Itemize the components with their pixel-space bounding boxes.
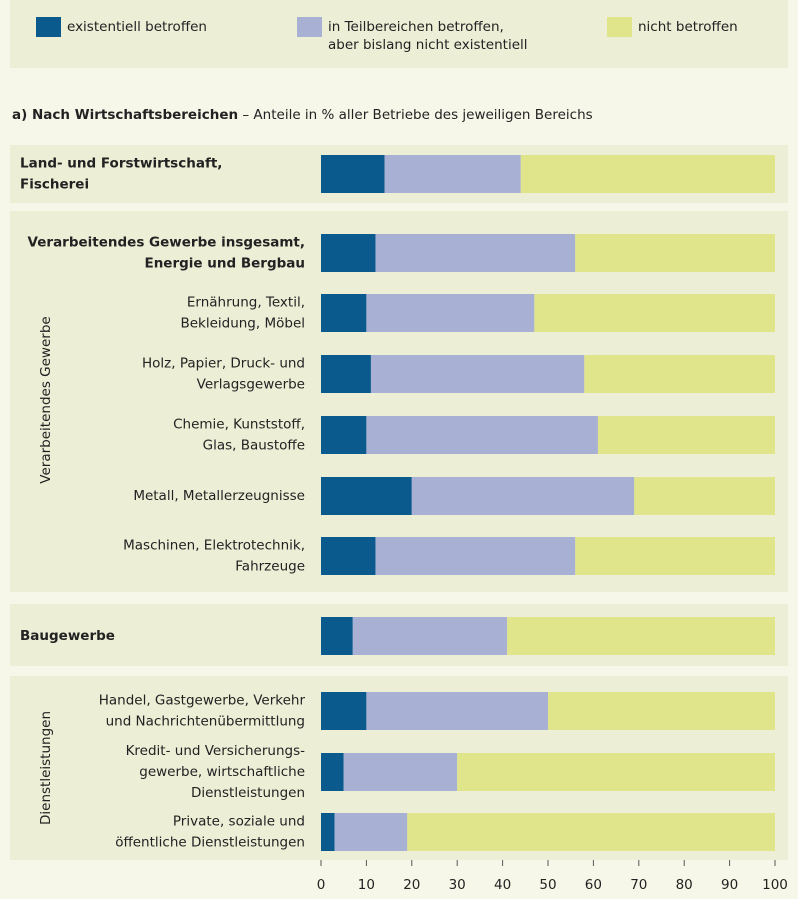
legend-swatch	[297, 17, 322, 37]
category-label: Private, soziale und öffentliche Dienstle…	[115, 814, 305, 851]
x-tick-label: 10	[358, 877, 375, 893]
category-label: Land- und Forstwirtschaft, Fischerei	[20, 156, 222, 193]
bar-segment	[321, 294, 367, 332]
category-label: Ernährung, Textil, Bekleidung, Möbel	[180, 295, 305, 332]
x-tick-label: 50	[539, 877, 556, 893]
bar-segment	[375, 537, 576, 575]
bar-segment	[407, 813, 775, 851]
bar-segment	[597, 416, 775, 454]
bar-segment	[366, 416, 598, 454]
bar-segment	[575, 234, 775, 272]
bar-segment	[321, 416, 367, 454]
bar-segment	[321, 234, 376, 272]
bar-segment	[334, 813, 408, 851]
bar-segment	[321, 477, 412, 515]
chart-title: a) Nach Wirtschaftsbereichen – Anteile i…	[12, 107, 593, 123]
bar-segment	[321, 617, 353, 655]
category-label: Holz, Papier, Druck- und Verlagsgewerbe	[142, 356, 305, 393]
bar-segment	[384, 155, 521, 193]
subtitle: – Anteile in % aller Betriebe des jeweil…	[242, 107, 592, 123]
legend-label: nicht betroffen	[638, 19, 738, 35]
x-tick-label: 100	[762, 877, 788, 893]
legend-swatch	[36, 17, 61, 37]
x-tick-label: 40	[494, 877, 511, 893]
bar-segment	[548, 692, 775, 730]
group-label: Dienstleistungen	[38, 711, 54, 825]
bar-segment	[321, 692, 367, 730]
category-label: Baugewerbe	[20, 628, 115, 644]
category-label: Metall, Metallerzeugnisse	[133, 488, 305, 504]
category-label: Chemie, Kunststoff, Glas, Baustoffe	[173, 417, 305, 454]
bar-segment	[321, 813, 335, 851]
bar-segment	[366, 294, 535, 332]
bar-segment	[507, 617, 775, 655]
bar-segment	[321, 537, 376, 575]
x-tick-label: 70	[630, 877, 647, 893]
bar-segment	[352, 617, 508, 655]
bar-segment	[457, 753, 775, 791]
bar-segment	[343, 753, 458, 791]
title: a) Nach Wirtschaftsbereichen	[12, 107, 238, 123]
legend-swatch	[607, 17, 632, 37]
bar-segment	[321, 355, 371, 393]
legend-panel	[10, 0, 788, 68]
bar-segment	[411, 477, 635, 515]
x-tick-label: 80	[676, 877, 693, 893]
bar-segment	[366, 692, 548, 730]
x-tick-label: 30	[449, 877, 466, 893]
x-tick-label: 20	[403, 877, 420, 893]
bar-segment	[575, 537, 775, 575]
bar-segment	[370, 355, 585, 393]
bar-segment	[520, 155, 775, 193]
x-tick-label: 0	[317, 877, 326, 893]
bar-segment	[375, 234, 576, 272]
x-tick-label: 90	[721, 877, 738, 893]
category-label: Handel, Gastgewerbe, Verkehr und Nachrich…	[99, 693, 306, 730]
category-label: Maschinen, Elektrotechnik, Fahrzeuge	[123, 538, 305, 575]
bar-segment	[321, 155, 385, 193]
group-label: Verarbeitendes Gewerbe	[38, 316, 54, 483]
legend-label: existentiell betroffen	[67, 19, 207, 35]
bar-segment	[584, 355, 775, 393]
bar-segment	[321, 753, 344, 791]
bar-segment	[534, 294, 775, 332]
bar-segment	[634, 477, 775, 515]
group-panel	[10, 211, 788, 592]
x-tick-label: 60	[585, 877, 602, 893]
category-label: Verarbeitendes Gewerbe insgesamt, Energie…	[28, 235, 305, 272]
category-label: Kredit- und Versicherungs-gewerbe, wirts…	[126, 743, 306, 801]
legend-label: in Teilbereichen betroffen, aber bislang …	[328, 19, 528, 53]
